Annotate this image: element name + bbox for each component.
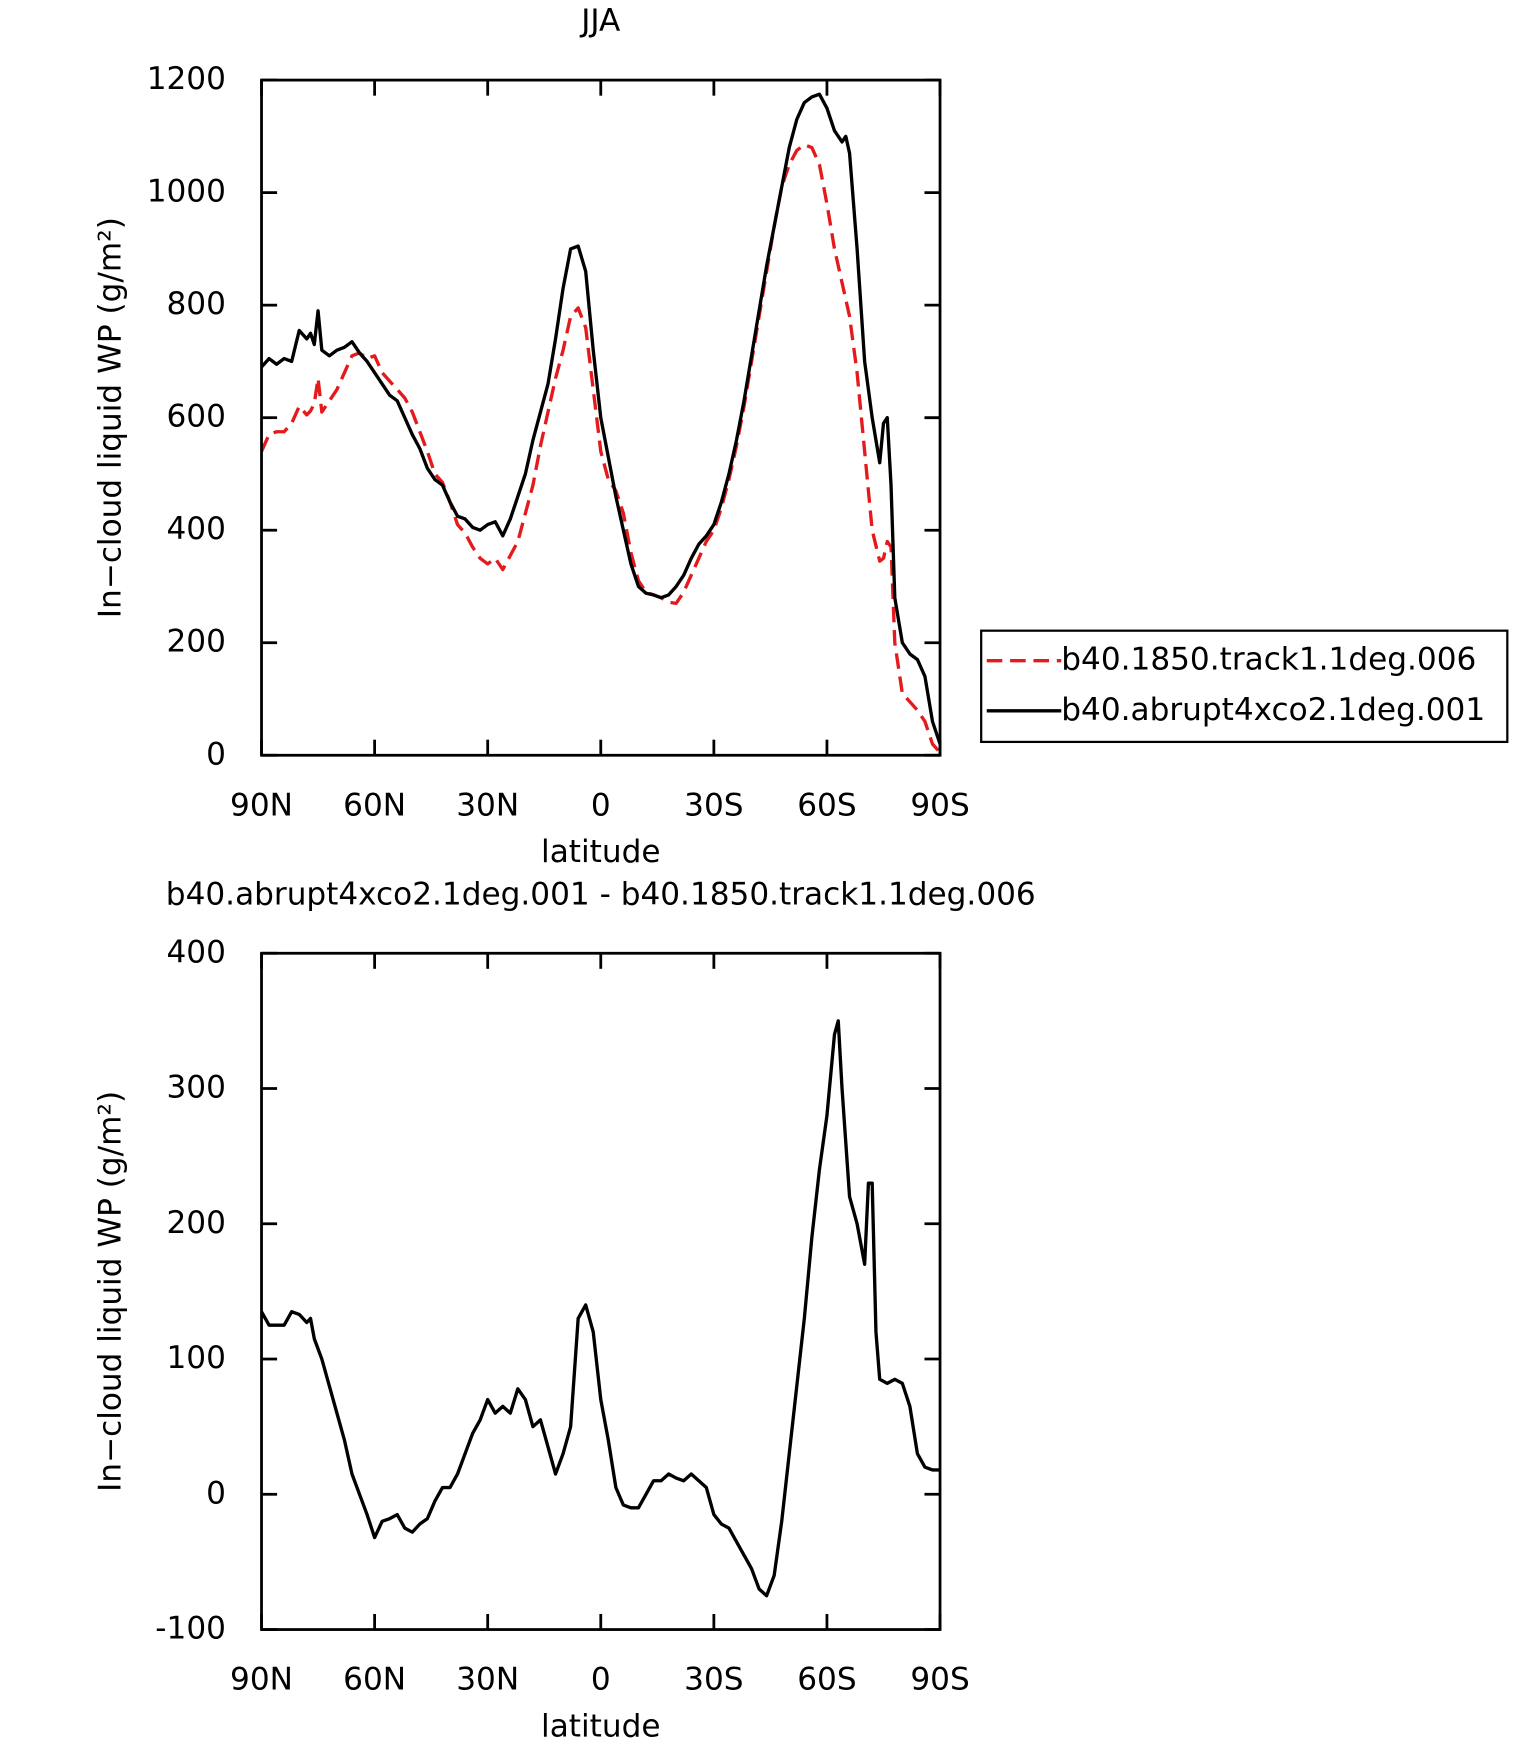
y-tick-label: 400 <box>167 511 226 547</box>
x-tick-label: 60N <box>343 1662 406 1698</box>
x-tick-label: 0 <box>591 787 611 823</box>
y-tick-label: 1200 <box>147 61 226 97</box>
y-tick-label: 1000 <box>147 174 226 210</box>
x-tick-label: 30N <box>456 1662 519 1698</box>
plot-frame <box>260 951 942 1631</box>
x-tick-label: 30S <box>684 787 743 823</box>
y-tick-label: 200 <box>167 624 226 660</box>
x-tick-label: 90S <box>910 787 969 823</box>
y-tick-label: -100 <box>155 1611 226 1647</box>
x-tick-label: 0 <box>591 1662 611 1698</box>
data-line <box>260 1019 941 1598</box>
y-tick-label: 400 <box>167 934 226 970</box>
y-tick-label: 800 <box>167 286 226 322</box>
chart-title: JJA <box>579 3 621 39</box>
data-line <box>260 92 942 745</box>
legend-label: b40.abrupt4xco2.1deg.001 <box>1061 692 1485 728</box>
legend-box <box>980 629 1509 744</box>
chart-title: b40.abrupt4xco2.1deg.001 - b40.1850.trac… <box>166 876 1036 912</box>
y-axis-label: In−cloud liquid WP (g/m²) <box>92 217 128 618</box>
x-axis-label: latitude <box>541 834 660 870</box>
y-tick-label: 300 <box>167 1070 226 1106</box>
y-tick-label: 200 <box>167 1205 226 1241</box>
y-tick-label: 0 <box>206 736 226 772</box>
legend-label: b40.1850.track1.1deg.006 <box>1061 642 1476 678</box>
y-axis-label: In−cloud liquid WP (g/m²) <box>92 1091 128 1492</box>
x-tick-label: 30N <box>456 787 519 823</box>
x-tick-label: 30S <box>684 1662 743 1698</box>
data-line <box>259 143 942 754</box>
x-tick-label: 90N <box>230 1662 293 1698</box>
x-tick-label: 60S <box>797 787 856 823</box>
x-tick-label: 60N <box>343 787 406 823</box>
x-tick-label: 90S <box>910 1662 969 1698</box>
y-tick-label: 0 <box>206 1475 226 1511</box>
y-tick-label: 600 <box>167 399 226 435</box>
x-tick-label: 90N <box>230 787 293 823</box>
x-tick-label: 60S <box>797 1662 856 1698</box>
x-axis-label: latitude <box>541 1708 660 1743</box>
y-tick-label: 100 <box>167 1340 226 1376</box>
